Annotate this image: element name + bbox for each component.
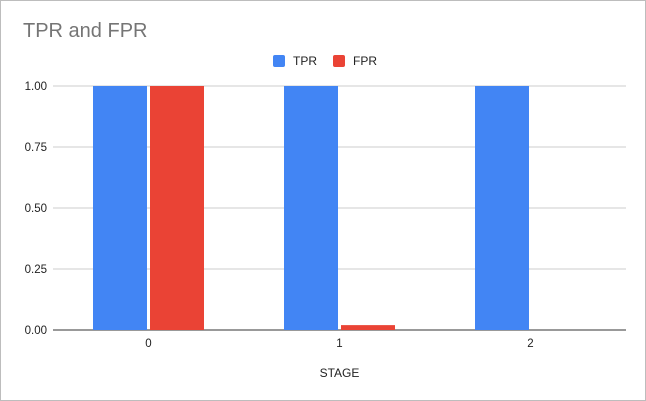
y-tick-label: 0.00 (25, 325, 47, 337)
x-tick-label: 1 (336, 338, 342, 350)
legend-label-tpr: TPR (293, 54, 317, 68)
y-tick-label: 1.00 (25, 81, 47, 93)
legend-label-fpr: FPR (353, 54, 377, 68)
y-tick-label: 0.25 (25, 264, 47, 276)
x-tick-label: 0 (145, 338, 151, 350)
bar-fpr-0 (150, 86, 204, 330)
bar-tpr-2 (475, 86, 529, 330)
bar-fpr-1 (341, 325, 395, 330)
legend-swatch-fpr (333, 55, 345, 67)
y-tick-label: 0.75 (25, 142, 47, 154)
bar-tpr-0 (93, 86, 147, 330)
x-tick-label: 2 (527, 338, 533, 350)
bar-tpr-1 (284, 86, 338, 330)
x-axis-title: STAGE (320, 366, 360, 380)
y-tick-label: 0.50 (25, 203, 47, 215)
legend-swatch-tpr (273, 55, 285, 67)
chart-title: TPR and FPR (23, 20, 148, 42)
